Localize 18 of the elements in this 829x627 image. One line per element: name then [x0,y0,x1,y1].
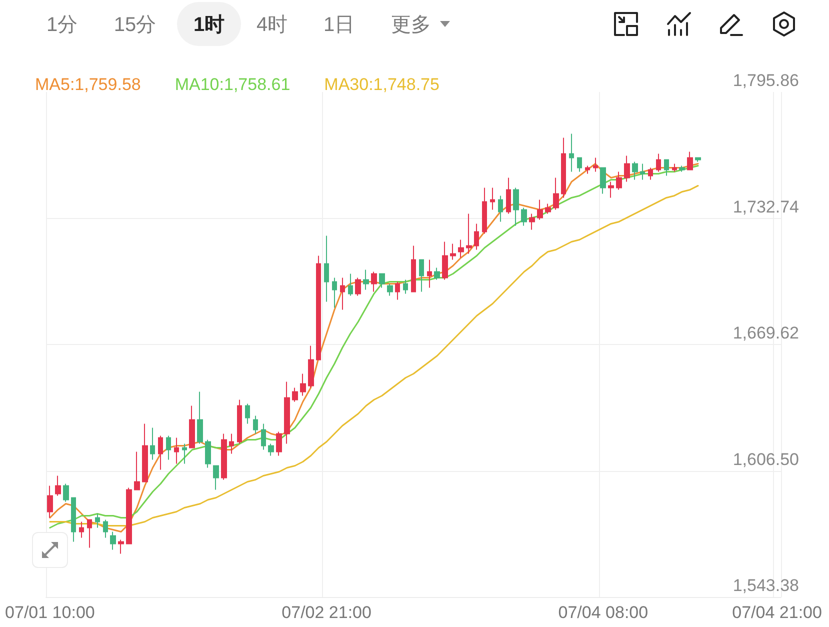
x-tick-label: 07/04 21:00 [732,603,822,622]
tab-label: 1分 [46,12,78,38]
x-tick-label: 07/04 08:00 [558,603,648,622]
text: MA10:1,758.61 [174,75,290,94]
tab-label: 1日 [323,12,355,38]
y-tick-label: 1,795.86 [732,71,799,90]
tab-label: 15分 [114,12,156,38]
y-tick-label: 1,543.38 [732,576,799,595]
tab-label: 1时 [193,12,225,38]
tab-label: 4时 [256,12,288,38]
y-tick-label: 1,669.62 [732,324,799,342]
x-tick-label: 07/01 10:00 [5,603,95,622]
x-tick-label: 07/02 21:00 [282,603,372,622]
y-tick-label: 1,732.74 [732,197,799,216]
y-tick-label: 1,606.50 [732,450,799,469]
text: MA30:1,748.75 [324,75,440,94]
text: MA5:1,759.58 [35,75,141,94]
tab-label: 更多 [391,12,431,38]
